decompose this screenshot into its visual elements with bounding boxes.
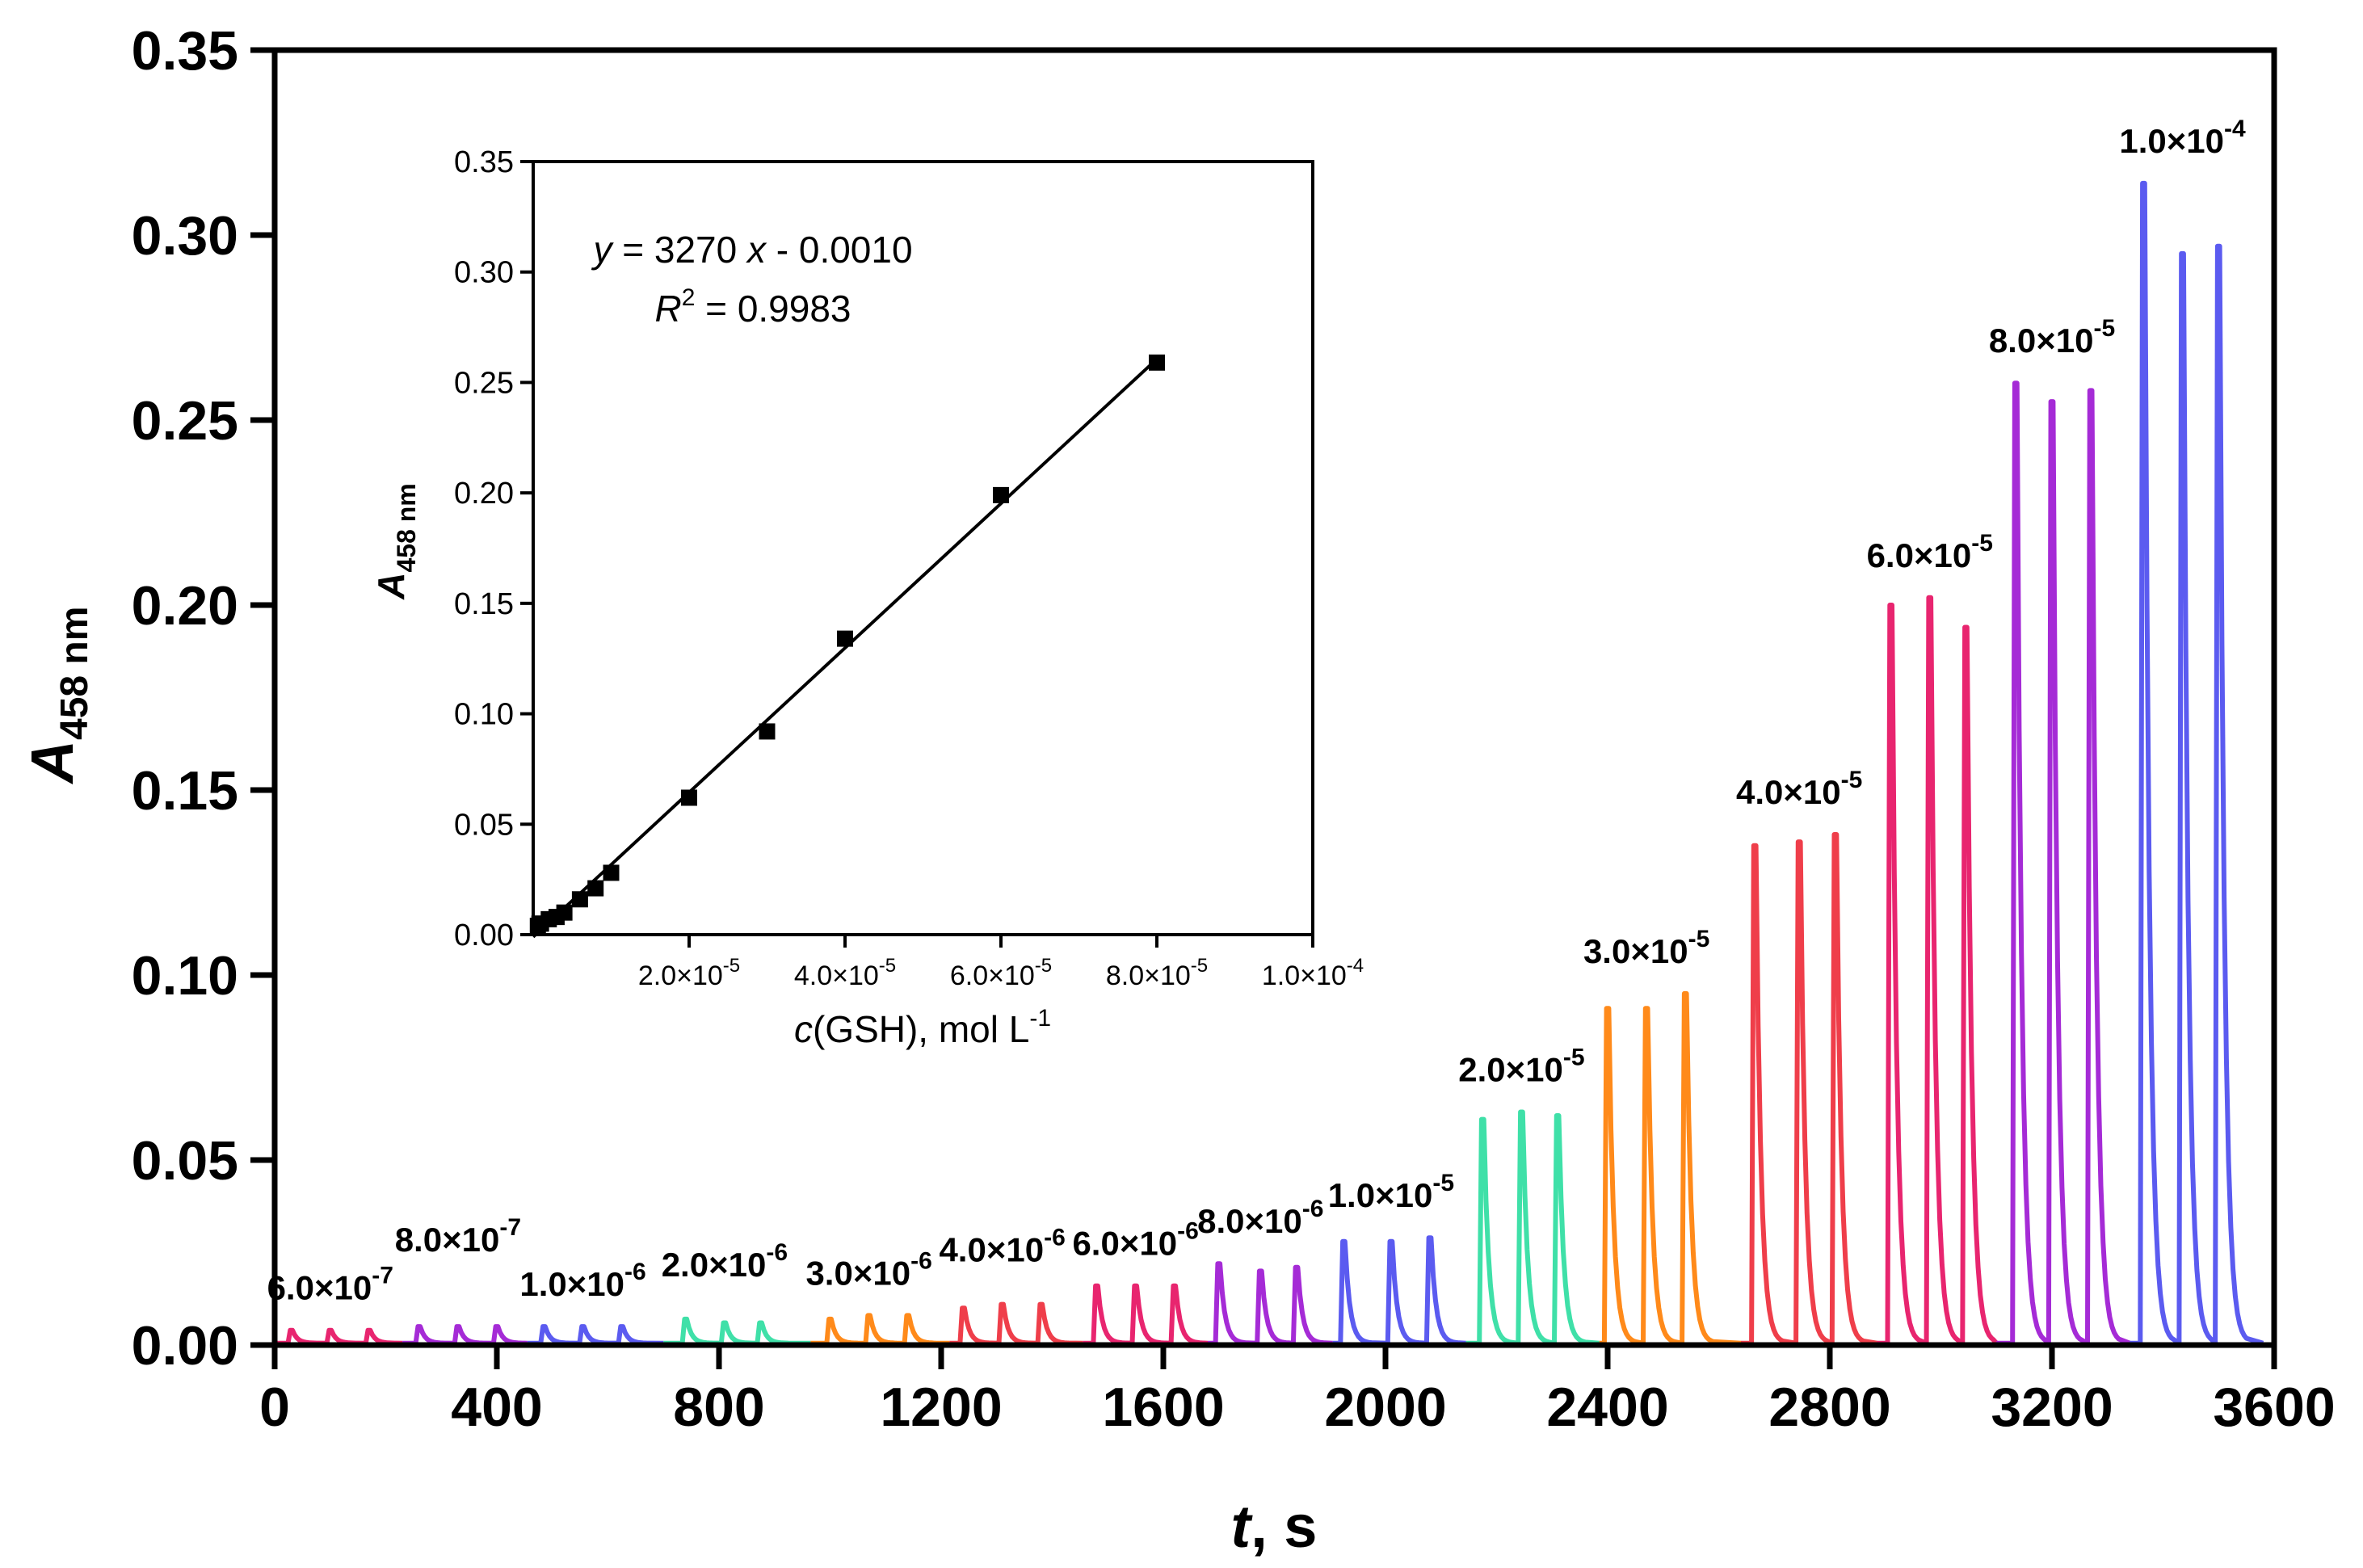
concentration-label: 1.0×10-5 — [1328, 1170, 1454, 1214]
trace-1 — [275, 1327, 403, 1346]
data-point — [587, 880, 604, 897]
fit-equation-x: x — [746, 229, 767, 271]
main-x-tick-label: 400 — [451, 1377, 542, 1438]
main-x-tick-label: 1600 — [1102, 1377, 1224, 1438]
trace-15 — [2130, 180, 2264, 1346]
inset-plot: 0.00 0.05 0.10 0.15 0.20 0.25 0.30 0.35 2.0×10-… — [370, 145, 1364, 1050]
inset-y-tick-label: 0.00 — [454, 919, 514, 952]
concentration-label: 6.0×10-6 — [1072, 1218, 1198, 1263]
main-x-tick-label: 1200 — [880, 1377, 1002, 1438]
concentration-label: 8.0×10-7 — [395, 1214, 521, 1259]
concentration-label: 1.0×10-4 — [2119, 116, 2246, 160]
main-plot-frame — [271, 47, 2277, 1348]
main-traces — [275, 180, 2264, 1346]
fit-r-squared: R2 = 0.9983 — [654, 284, 851, 330]
concentration-label: 2.0×10-5 — [1458, 1044, 1584, 1088]
inset-y-tick-label: 0.15 — [454, 587, 514, 621]
main-plot: 0.00 0.05 0.10 0.15 0.20 0.25 0.30 0.35 0 400 800… — [19, 20, 2336, 1560]
fit-line — [532, 357, 1158, 939]
main-x-tick-label: 2000 — [1324, 1377, 1446, 1438]
main-y-tick-label: 0.15 — [132, 760, 238, 822]
main-y-tick-label: 0.30 — [132, 205, 238, 267]
inset-y-tick-label: 0.30 — [454, 256, 514, 290]
data-point — [571, 891, 588, 908]
main-x-axis-title: t, s — [1231, 1493, 1318, 1560]
inset-x-ticks: 2.0×10-5 4.0×10-5 6.0×10-5 8.0×10-5 1.0×10-4 — [638, 935, 1364, 991]
r-squared-value: = 0.9983 — [695, 288, 851, 330]
concentration-label: 4.0×10-5 — [1736, 767, 1862, 811]
data-point — [993, 486, 1009, 503]
main-x-tick-label: 3200 — [1991, 1377, 2113, 1438]
concentration-label: 8.0×10-5 — [1989, 315, 2115, 359]
inset-x-tick-label: 1.0×10-4 — [1262, 955, 1364, 991]
r-squared-exponent: 2 — [682, 284, 696, 311]
main-y-tick-label: 0.05 — [132, 1130, 238, 1192]
main-y-ticks: 0.00 0.05 0.10 0.15 0.20 0.25 0.30 0.35 — [132, 20, 275, 1377]
main-x-tick-label: 0 — [259, 1377, 290, 1438]
concentration-label: 8.0×10-6 — [1197, 1196, 1323, 1240]
main-x-tick-label: 2800 — [1768, 1377, 1890, 1438]
trace-14 — [1996, 380, 2131, 1346]
inset-y-tick-label: 0.35 — [454, 145, 514, 179]
inset-plot-frame — [532, 160, 1314, 936]
inset-x-tick-label: 8.0×10-5 — [1106, 955, 1208, 991]
data-point — [1149, 354, 1165, 371]
trace-4 — [663, 1316, 811, 1346]
inset-y-tick-label: 0.10 — [454, 698, 514, 732]
data-point — [556, 904, 573, 921]
concentration-label: 6.0×10-5 — [1867, 530, 1993, 574]
inset-y-axis-title: A458 nm — [370, 483, 421, 600]
concentration-labels: 6.0×10-78.0×10-71.0×10-6 2.0×10-6 3.0×10-6… — [267, 116, 2246, 1307]
fit-equation-y: y — [591, 229, 614, 271]
main-x-tick-label: 2400 — [1546, 1377, 1668, 1438]
main-y-tick-label: 0.35 — [132, 20, 238, 82]
main-y-tick-label: 0.20 — [132, 575, 238, 637]
trace-10 — [1465, 1109, 1600, 1346]
concentration-label: 6.0×10-7 — [267, 1263, 393, 1307]
main-y-tick-label: 0.00 — [132, 1315, 238, 1377]
fit-equation: y = 3270 x - 0.0010 — [591, 229, 912, 271]
main-x-tick-label: 800 — [673, 1377, 764, 1438]
concentration-label: 3.0×10-5 — [1583, 926, 1709, 970]
inset-y-tick-label: 0.25 — [454, 366, 514, 400]
r-squared-symbol: R — [654, 288, 681, 330]
inset-background — [533, 162, 1313, 935]
trace-11 — [1599, 990, 1742, 1346]
fit-equation-intercept: - 0.0010 — [766, 229, 913, 271]
inset-x-tick-label: 4.0×10-5 — [794, 955, 896, 991]
inset-y-tick-label: 0.05 — [454, 808, 514, 842]
trace-5 — [810, 1313, 950, 1346]
main-y-tick-label: 0.10 — [132, 945, 238, 1007]
inset-x-axis-title: c(GSH), mol L-1 — [794, 1005, 1051, 1050]
trace-6 — [949, 1301, 1083, 1346]
trace-13 — [1877, 595, 1999, 1346]
data-point — [603, 864, 620, 881]
concentration-label: 4.0×10-6 — [939, 1225, 1065, 1269]
fit-equation-slope: = 3270 — [612, 229, 747, 271]
trace-7 — [1083, 1283, 1209, 1346]
data-point — [837, 630, 853, 647]
main-y-tick-label: 0.25 — [132, 390, 238, 452]
concentration-label: 2.0×10-6 — [662, 1239, 788, 1284]
trace-9 — [1332, 1235, 1466, 1346]
inset-content — [529, 354, 1165, 939]
main-y-axis-title: A458 nm — [19, 607, 96, 785]
inset-x-tick-label: 6.0×10-5 — [950, 955, 1052, 991]
main-x-tick-label: 3600 — [2213, 1377, 2335, 1438]
inset-x-tick-label: 2.0×10-5 — [638, 955, 740, 991]
data-point — [681, 789, 697, 806]
data-point — [759, 723, 776, 740]
trace-2 — [402, 1324, 528, 1346]
concentration-label: 3.0×10-6 — [805, 1247, 931, 1292]
inset-y-ticks: 0.00 0.05 0.10 0.15 0.20 0.25 0.30 0.35 — [454, 145, 533, 952]
trace-3 — [527, 1324, 664, 1346]
trace-12 — [1741, 832, 1877, 1346]
main-x-ticks: 0 400 800 1200 1600 2000 2400 2800 3200 3600 — [259, 1345, 2336, 1438]
inset-y-tick-label: 0.20 — [454, 477, 514, 511]
trace-8 — [1208, 1261, 1333, 1346]
concentration-label: 1.0×10-6 — [519, 1259, 645, 1303]
